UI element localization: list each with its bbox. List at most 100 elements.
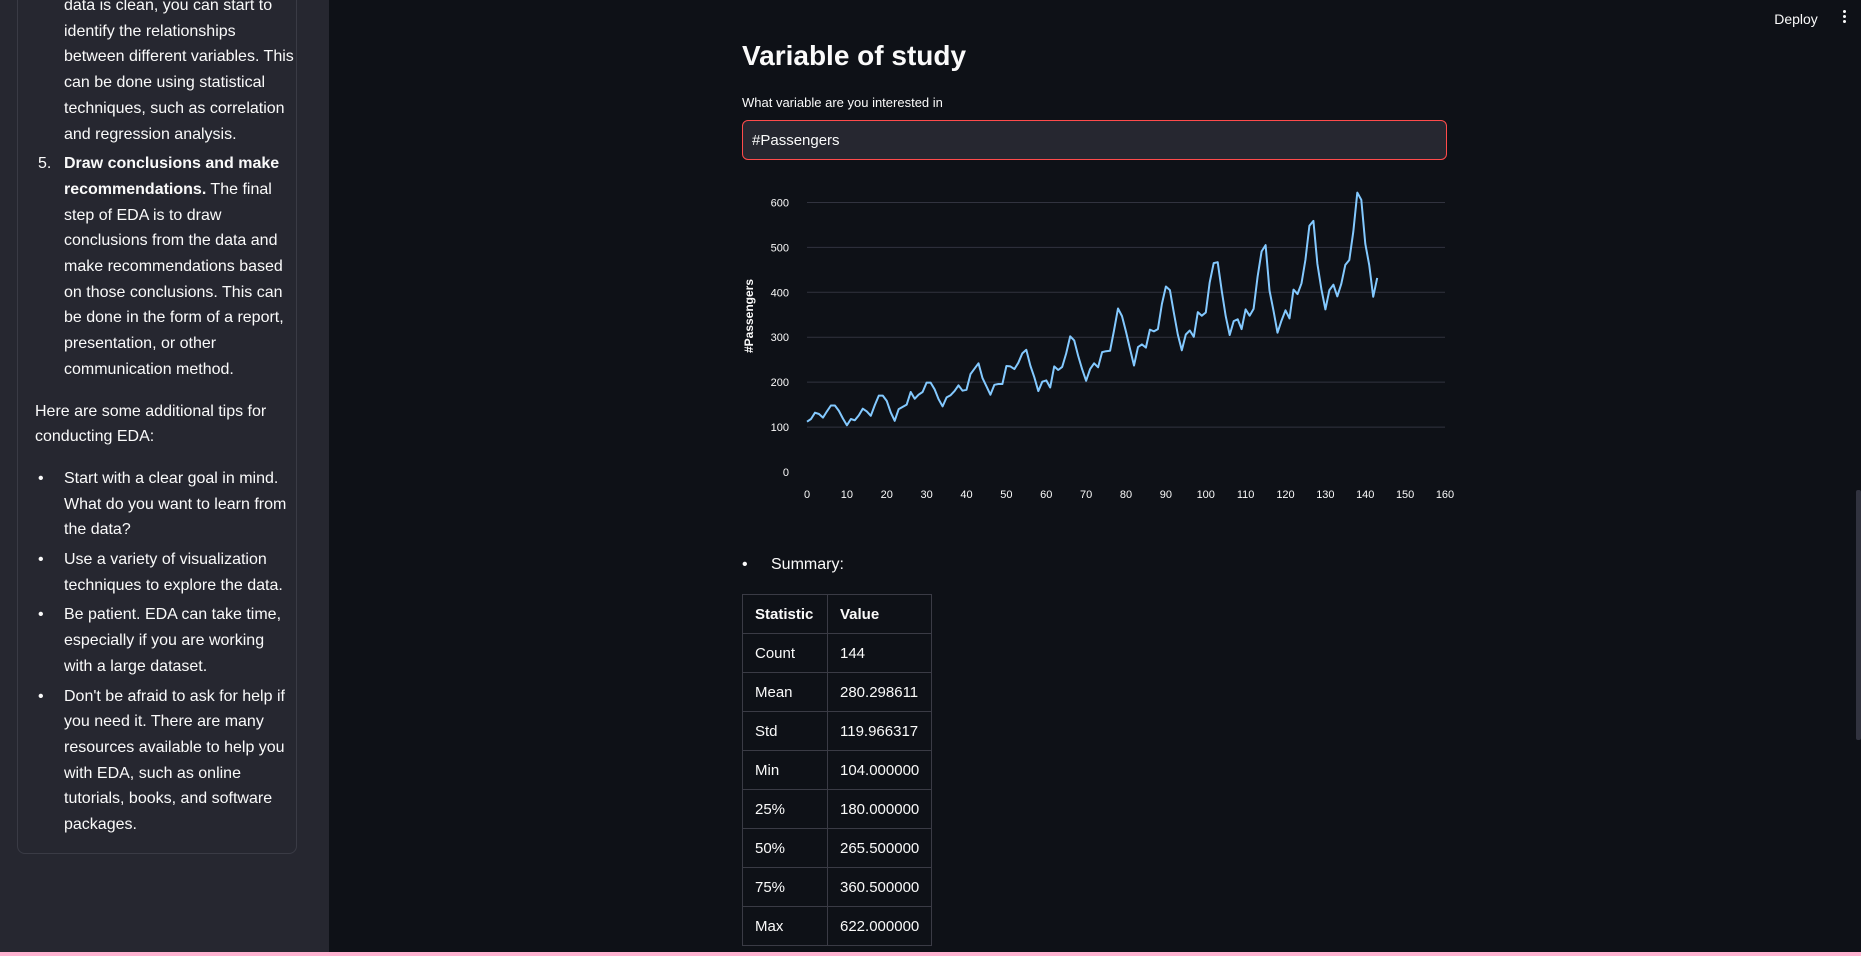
more-vert-icon[interactable]	[1836, 8, 1852, 28]
variable-input[interactable]	[742, 120, 1447, 160]
table-cell: 280.298611	[826, 672, 933, 712]
sidebar-text-line: Be patient. EDA can take time,	[64, 606, 282, 624]
step-number: 5.	[38, 155, 52, 173]
table-cell: Count	[742, 633, 828, 673]
table-cell: 265.500000	[826, 828, 933, 868]
table-header-row: Statistic Value	[742, 594, 933, 634]
y-tick-label: 100	[771, 422, 789, 434]
sidebar-content-card: data is clean, you can start to identify …	[17, 0, 297, 854]
variable-field-label: What variable are you interested in	[742, 95, 943, 110]
x-tick-label: 100	[1197, 489, 1215, 501]
x-tick-label: 140	[1356, 489, 1374, 501]
table-cell: 50%	[742, 828, 828, 868]
table-row: 25% 180.000000	[742, 789, 933, 829]
sidebar-text-line: What do you want to learn from	[64, 495, 287, 513]
sidebar-text-line: conducting EDA:	[35, 428, 155, 446]
x-tick-label: 150	[1396, 489, 1414, 501]
table-cell: 622.000000	[826, 906, 933, 946]
sidebar-text-line: Draw conclusions and make	[64, 155, 280, 173]
y-tick-label: 300	[771, 332, 789, 344]
sidebar-text-line: presentation, or other	[64, 335, 217, 353]
sidebar-text-line: resources available to help you	[64, 738, 285, 756]
x-tick-label: 10	[841, 489, 853, 501]
sidebar-text-line: recommendations. The final	[64, 180, 272, 198]
y-axis-label: #Passengers	[742, 279, 756, 353]
passengers-line-chart: 0 100 200 300 400 500 600 0 10 20 30 40 50 60 70 80 90 10…	[742, 191, 1454, 501]
x-tick-label: 80	[1120, 489, 1132, 501]
sidebar-text-line: step of EDA is to draw	[64, 206, 222, 224]
table-row: Max 622.000000	[742, 906, 933, 946]
sidebar-text-line: Use a variety of visualization	[64, 551, 267, 568]
table-row: 75% 360.500000	[742, 867, 933, 907]
x-tick-label: 90	[1160, 489, 1172, 501]
sidebar-text-line: Here are some additional tips for	[35, 402, 267, 420]
table-cell: Std	[742, 711, 828, 751]
x-tick-label: 30	[921, 489, 933, 501]
table-row: Mean 280.298611	[742, 672, 933, 712]
sidebar-text-line: with a large dataset.	[64, 657, 208, 675]
table-cell: 104.000000	[826, 750, 933, 790]
bullet-marker: •	[38, 469, 44, 487]
bullet-marker: •	[38, 551, 44, 568]
x-tick-label: 50	[1000, 489, 1012, 501]
x-tick-label: 40	[960, 489, 972, 501]
bottom-decoration-bar	[0, 952, 1861, 956]
sidebar-text-line: between different variables. This	[64, 48, 294, 66]
table-row: Std 119.966317	[742, 711, 933, 751]
table-cell: Min	[742, 750, 828, 790]
sidebar-text-line: packages.	[64, 816, 137, 833]
sidebar-text-run: The final	[206, 180, 272, 198]
scrollbar[interactable]	[1856, 490, 1861, 740]
summary-bullet: •	[742, 556, 748, 573]
page-title: Variable of study	[742, 40, 967, 71]
sidebar-text-line: especially if you are working	[64, 632, 265, 650]
table-cell: Max	[742, 906, 828, 946]
sidebar-text-line: data is clean, you can start to	[64, 0, 273, 14]
deploy-button[interactable]: Deploy	[1762, 6, 1830, 32]
y-tick-label: 0	[783, 467, 789, 479]
x-tick-label: 20	[881, 489, 893, 501]
series-line	[806, 191, 1379, 427]
sidebar-text-line: be done in the form of a report,	[64, 309, 284, 327]
y-tick-label: 200	[771, 377, 789, 389]
sidebar-text-line: communication method.	[64, 360, 234, 378]
x-tick-label: 70	[1080, 489, 1092, 501]
table-cell: 180.000000	[826, 789, 933, 829]
table-cell: 25%	[742, 789, 828, 829]
sidebar-text-line: techniques to explore the data.	[64, 576, 283, 594]
sidebar-text-line: with EDA, such as online	[64, 764, 241, 782]
x-tick-label: 160	[1436, 489, 1454, 501]
table-header-cell: Value	[826, 594, 933, 634]
summary-label: Summary:	[771, 556, 844, 573]
x-tick-label: 110	[1237, 489, 1255, 501]
sidebar-text-line: the data?	[64, 521, 131, 539]
x-tick-label: 60	[1040, 489, 1052, 501]
sidebar-text-line: tutorials, books, and software	[64, 790, 273, 808]
sidebar-text-line: conclusions from the data and	[64, 232, 278, 250]
x-tick-label: 120	[1276, 489, 1294, 501]
table-cell: 75%	[742, 867, 828, 907]
sidebar-text-line: identify the relationships	[64, 22, 236, 40]
table-cell: 144	[826, 633, 933, 673]
table-row: 50% 265.500000	[742, 828, 933, 868]
sidebar-text-line: techniques, such as correlation	[64, 99, 285, 117]
x-tick-label: 0	[804, 489, 810, 501]
sidebar: data is clean, you can start to identify …	[0, 0, 329, 956]
x-tick-label: 130	[1316, 489, 1334, 501]
table-cell: 119.966317	[826, 711, 933, 751]
sidebar-text-line: can be done using statistical	[64, 74, 266, 92]
sidebar-text-line: Don't be afraid to ask for help if	[64, 687, 285, 705]
sidebar-text-line: Start with a clear goal in mind.	[64, 469, 279, 487]
table-row: Min 104.000000	[742, 750, 933, 790]
y-tick-label: 600	[771, 197, 789, 209]
sidebar-text-line: you need it. There are many	[64, 713, 264, 731]
sidebar-text-line: on those conclusions. This can	[64, 283, 283, 301]
y-tick-label: 500	[771, 242, 789, 254]
table-cell: 360.500000	[826, 867, 933, 907]
table-cell: Mean	[742, 672, 828, 712]
bullet-marker: •	[38, 687, 44, 705]
table-header-cell: Statistic	[742, 594, 828, 634]
sidebar-text-line: and regression analysis.	[64, 125, 237, 143]
y-tick-label: 400	[771, 287, 789, 299]
table-row: Count 144	[742, 633, 933, 673]
